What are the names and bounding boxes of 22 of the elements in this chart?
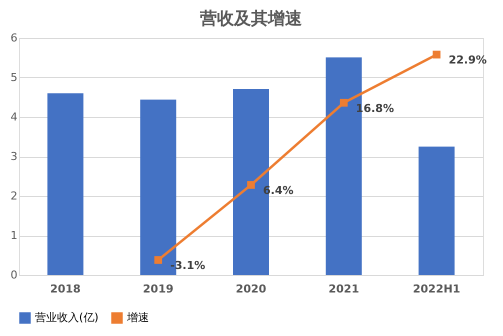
y-tick-label: 4	[10, 110, 18, 124]
chart-title: 营收及其增速	[199, 9, 302, 29]
legend-label: 营业收入(亿)	[35, 311, 99, 324]
x-tick-label: 2018	[50, 282, 81, 296]
data-label: 22.9%	[448, 54, 487, 67]
x-tick-label: 2019	[142, 282, 174, 296]
point	[247, 181, 255, 189]
y-tick-label: 3	[10, 150, 18, 163]
point	[340, 98, 348, 107]
point	[432, 50, 440, 58]
y-tick-label: 5	[10, 71, 18, 84]
legend-label: 增速	[126, 311, 149, 324]
point	[154, 256, 162, 264]
y-tick-label: 2	[10, 190, 18, 202]
bar	[418, 146, 455, 275]
y-tick-label: 0	[10, 268, 18, 282]
x-tick-label: 2020	[236, 282, 267, 296]
bar	[47, 93, 84, 275]
x-tick-label: 2022H1	[412, 282, 460, 296]
y-tick-label: 6	[10, 32, 18, 44]
x-tick-label: 2021	[328, 282, 360, 296]
y-tick-label: 1	[10, 229, 18, 242]
